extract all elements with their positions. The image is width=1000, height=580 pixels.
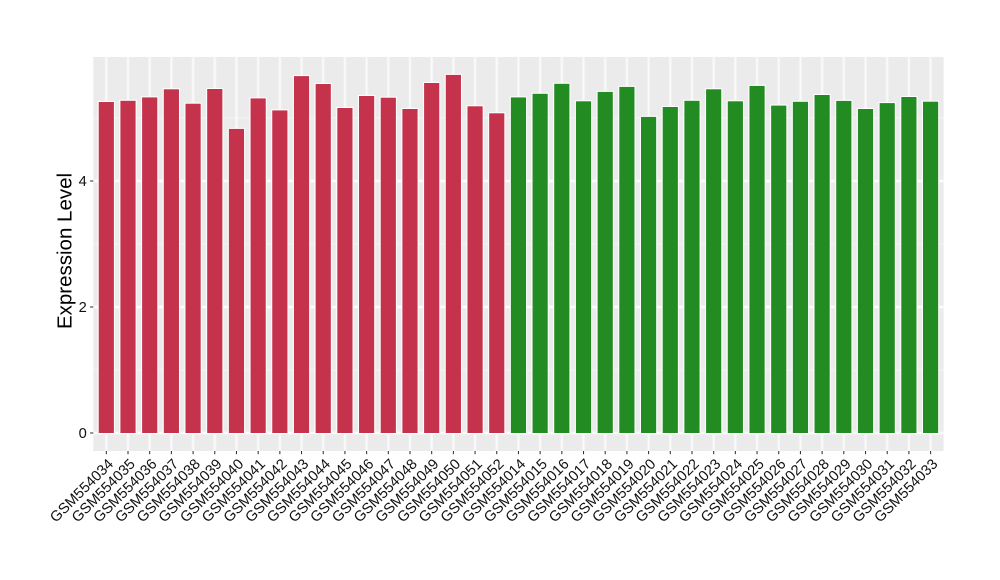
svg-text:Expression Level: Expression Level — [54, 173, 77, 329]
svg-text:0: 0 — [79, 426, 87, 442]
svg-text:4: 4 — [79, 174, 87, 190]
svg-text:2: 2 — [79, 300, 87, 316]
